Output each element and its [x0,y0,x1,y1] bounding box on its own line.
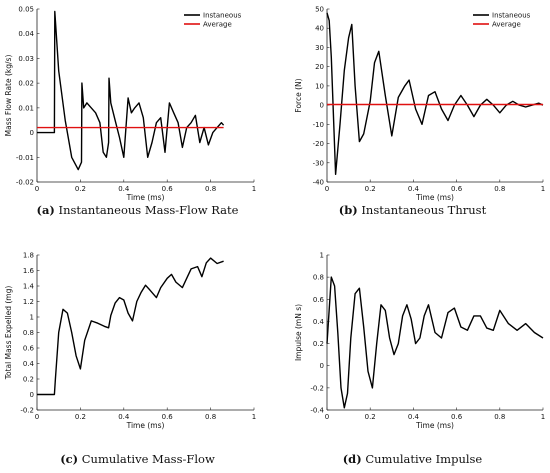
chart-a-ytick-label: 0.01 [18,104,34,112]
chart-b-ytick-label: 50 [315,6,324,14]
chart-d-series-line [326,276,544,409]
chart-a-ytick-label: 0.05 [18,6,34,14]
chart-b-xtick-label: 0.2 [365,185,376,193]
chart-b-ytick-label: -10 [313,121,324,129]
chart-c-ytick-label: 0.6 [23,345,35,353]
chart-c-ytick-label: 0.4 [23,360,35,368]
chart-c-ytick-label: 0 [30,391,34,399]
chart-c-ytick-label: 0.8 [23,329,34,337]
chart-a-ytick-label: 0.04 [18,30,34,38]
chart-b-ytick-label: 30 [315,44,324,52]
chart-b-ylabel: Force (N) [294,78,303,112]
caption-c-letter: (c) [60,452,79,466]
chart-a-ylabel: Mass Flow Rate (kg/s) [4,55,13,137]
chart-c-xtick-label: 0.8 [205,413,216,421]
chart-b-legend-label: Average [492,21,521,29]
chart-d-xtick-label: 0 [325,413,329,421]
chart-b-legend-label: Instaneous [492,12,531,20]
caption-d-text: Cumulative Impulse [365,452,483,466]
chart-a-ytick-label: -0.01 [16,154,34,162]
chart-d-xlabel: Time (ms) [415,421,454,430]
caption-d: (d) Cumulative Impulse [275,452,550,466]
chart-d-ytick-label: 0.6 [313,296,325,304]
chart-b-ytick-label: 0 [320,102,324,110]
chart-b-xtick-label: 0.4 [408,185,420,193]
chart-a-xtick-label: 0.6 [162,185,174,193]
chart-d-xtick-label: 0.2 [365,413,376,421]
chart-d-xtick-label: 0.6 [451,413,463,421]
chart-c-ytick-label: 1.4 [23,283,35,291]
chart-a-xtick-label: 0 [35,185,39,193]
chart-c-ytick-label: 1.8 [23,252,34,260]
chart-d-cumulative-impulse: 0 0.2 0.4 0.6 0.8 1 -0.4 -0.2 0 0.2 0.4 0.6 0.8 1 Time… [294,252,545,431]
chart-d-xtick-label: 0.8 [494,413,505,421]
chart-b-xtick-label: 0 [325,185,329,193]
chart-c-cumulative-mass: 0 0.2 0.4 0.6 0.8 1-0.200.20.40.60.811.21.41.… [4,252,256,431]
chart-d-ylabel: Impulse (mN s) [294,304,303,361]
chart-d-xtick-label: 1 [541,413,545,421]
chart-a-legend-label: Instaneous [203,12,242,20]
chart-d-ytick-label: 0.8 [313,274,324,282]
chart-d-ytick-label: -0.4 [310,407,324,415]
chart-b-xtick-label: 0.6 [451,185,463,193]
caption-a: (a) Instantaneous Mass-Flow Rate [0,203,275,217]
chart-b-ytick-label: 10 [315,82,324,90]
caption-a-letter: (a) [36,203,55,217]
chart-d-ytick-label: 0.4 [313,318,325,326]
chart-a-xlabel: Time (ms) [126,193,165,202]
chart-c-xlabel: Time (ms) [126,421,165,430]
chart-d-ytick-label: -0.2 [310,384,324,392]
chart-b-xtick-label: 0.8 [494,185,505,193]
chart-a-ytick-label: 0.03 [18,55,34,63]
chart-a-xtick-label: 0.8 [205,185,216,193]
chart-b-thrust: 0 0.2 0.4 0.6 0.8 1 -40 -30 -20 -10 0 10 20 30 40 50 Tim… [294,6,545,203]
caption-b-text: Instantaneous Thrust [361,203,487,217]
caption-c-text: Cumulative Mass-Flow [81,452,215,466]
caption-d-letter: (d) [342,452,362,466]
chart-a-series-instaneous [37,10,225,171]
chart-c-xtick-label: 1 [252,413,256,421]
chart-b-xtick-label: 1 [541,185,545,193]
chart-b-series-instaneous [326,12,544,176]
chart-b-ytick-label: -40 [313,179,324,187]
chart-c-xtick-label: 0.6 [162,413,174,421]
chart-d-ytick-label: 0.2 [313,340,324,348]
chart-c-xtick-label: 0.4 [118,413,130,421]
chart-c-ytick-label: 1.6 [23,267,35,275]
chart-d-ytick-label: 1 [320,252,324,260]
chart-b-ytick-label: 20 [315,63,324,71]
chart-a-ytick-label: 0.02 [18,80,34,88]
caption-b: (b) Instantaneous Thrust [275,203,550,217]
chart-d-xtick-label: 0.4 [408,413,420,421]
chart-a-legend-label: Average [203,21,232,29]
chart-b-xlabel: Time (ms) [415,193,454,202]
caption-a-text: Instantaneous Mass-Flow Rate [58,203,239,217]
chart-c-ytick-label: 0.2 [23,376,34,384]
chart-c-series-line [37,257,224,396]
chart-b-ytick-label: 40 [315,25,324,33]
chart-c-xtick-label: 0 [35,413,39,421]
caption-c: (c) Cumulative Mass-Flow [0,452,275,466]
chart-b-ytick-label: -20 [313,140,324,148]
caption-b-letter: (b) [338,203,358,217]
chart-a-ytick-label: 0 [30,129,34,137]
chart-d-ytick-label: 0 [320,362,324,370]
chart-a-xtick-label: 0.2 [75,185,86,193]
chart-b-ytick-label: -30 [313,159,324,167]
chart-c-ytick-label: 1 [30,314,34,322]
chart-c-xtick-label: 0.2 [75,413,86,421]
chart-c-ytick-label: -0.2 [20,407,34,415]
chart-a-mass-flow-rate: 0 0.2 0.4 0.6 0.8 1 -0.02 -0.01 0 0.01 0.02 0.03 0.0… [4,6,256,203]
chart-a-xtick-label: 1 [252,185,256,193]
chart-c-ylabel: Total Mass Expelled (mg) [4,286,13,381]
chart-c-ytick-label: 1.2 [23,298,34,306]
chart-a-xtick-label: 0.4 [118,185,130,193]
chart-a-ytick-label: -0.02 [16,179,34,187]
